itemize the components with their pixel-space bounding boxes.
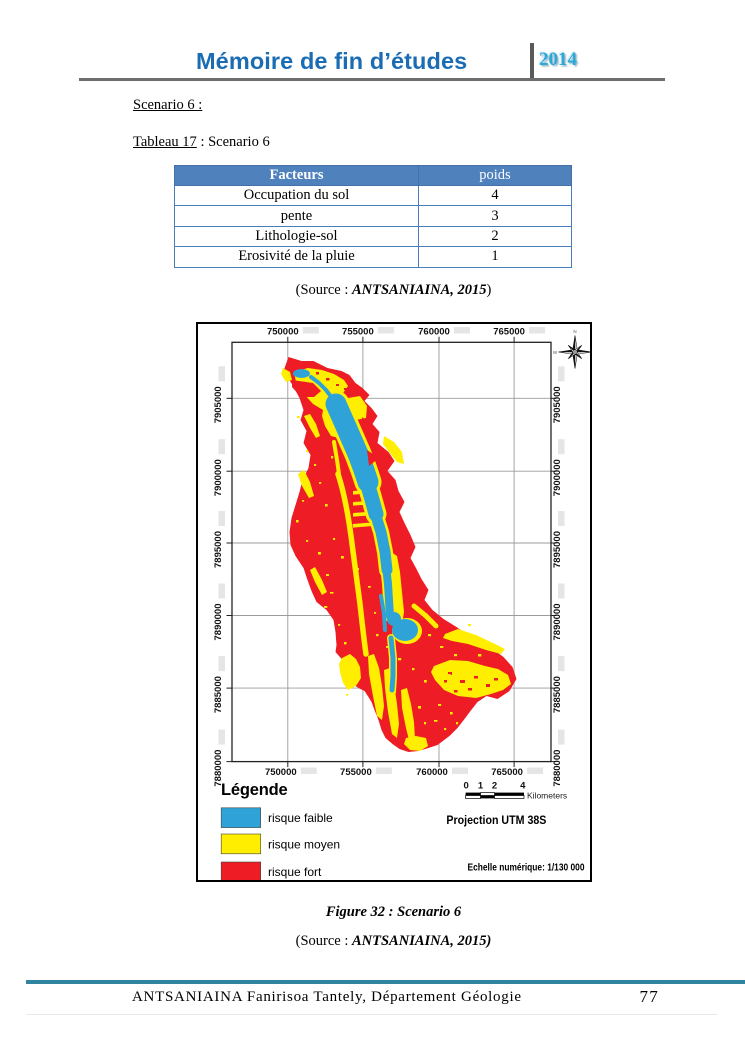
- svg-text:risque moyen: risque moyen: [268, 838, 340, 852]
- svg-text:7885000: 7885000: [213, 676, 224, 713]
- svg-text:Echelle numérique: 1/130 000: Echelle numérique: 1/130 000: [467, 863, 584, 874]
- svg-text:risque fort: risque fort: [268, 865, 322, 879]
- svg-text:765000: 765000: [491, 767, 523, 778]
- svg-text:1: 1: [477, 781, 483, 792]
- svg-text:7900000: 7900000: [551, 459, 562, 496]
- svg-text:Légende: Légende: [221, 781, 287, 799]
- svg-text:4: 4: [520, 781, 526, 792]
- svg-text:7890000: 7890000: [551, 604, 562, 641]
- svg-text:760000: 760000: [416, 767, 448, 778]
- svg-text:755000: 755000: [342, 327, 374, 338]
- svg-text:7880000: 7880000: [551, 750, 562, 787]
- svg-text:7905000: 7905000: [551, 386, 562, 423]
- svg-text:750000: 750000: [264, 767, 296, 778]
- svg-text:760000: 760000: [418, 327, 450, 338]
- svg-text:2: 2: [491, 781, 496, 792]
- svg-text:7880000: 7880000: [213, 750, 224, 787]
- svg-text:N: N: [573, 329, 576, 334]
- svg-text:7905000: 7905000: [213, 386, 224, 423]
- svg-text:755000: 755000: [340, 767, 372, 778]
- svg-text:7900000: 7900000: [213, 459, 224, 496]
- svg-text:risque faible: risque faible: [268, 811, 333, 825]
- svg-text:7890000: 7890000: [213, 604, 224, 641]
- svg-text:Kilometers: Kilometers: [527, 791, 567, 801]
- svg-text:765000: 765000: [493, 327, 525, 338]
- svg-text:Projection UTM 38S: Projection UTM 38S: [446, 815, 546, 827]
- svg-text:7885000: 7885000: [551, 676, 562, 713]
- svg-text:7895000: 7895000: [213, 531, 224, 568]
- svg-text:W: W: [552, 350, 557, 355]
- svg-text:0: 0: [463, 781, 468, 792]
- svg-text:7895000: 7895000: [551, 531, 562, 568]
- svg-text:750000: 750000: [266, 327, 298, 338]
